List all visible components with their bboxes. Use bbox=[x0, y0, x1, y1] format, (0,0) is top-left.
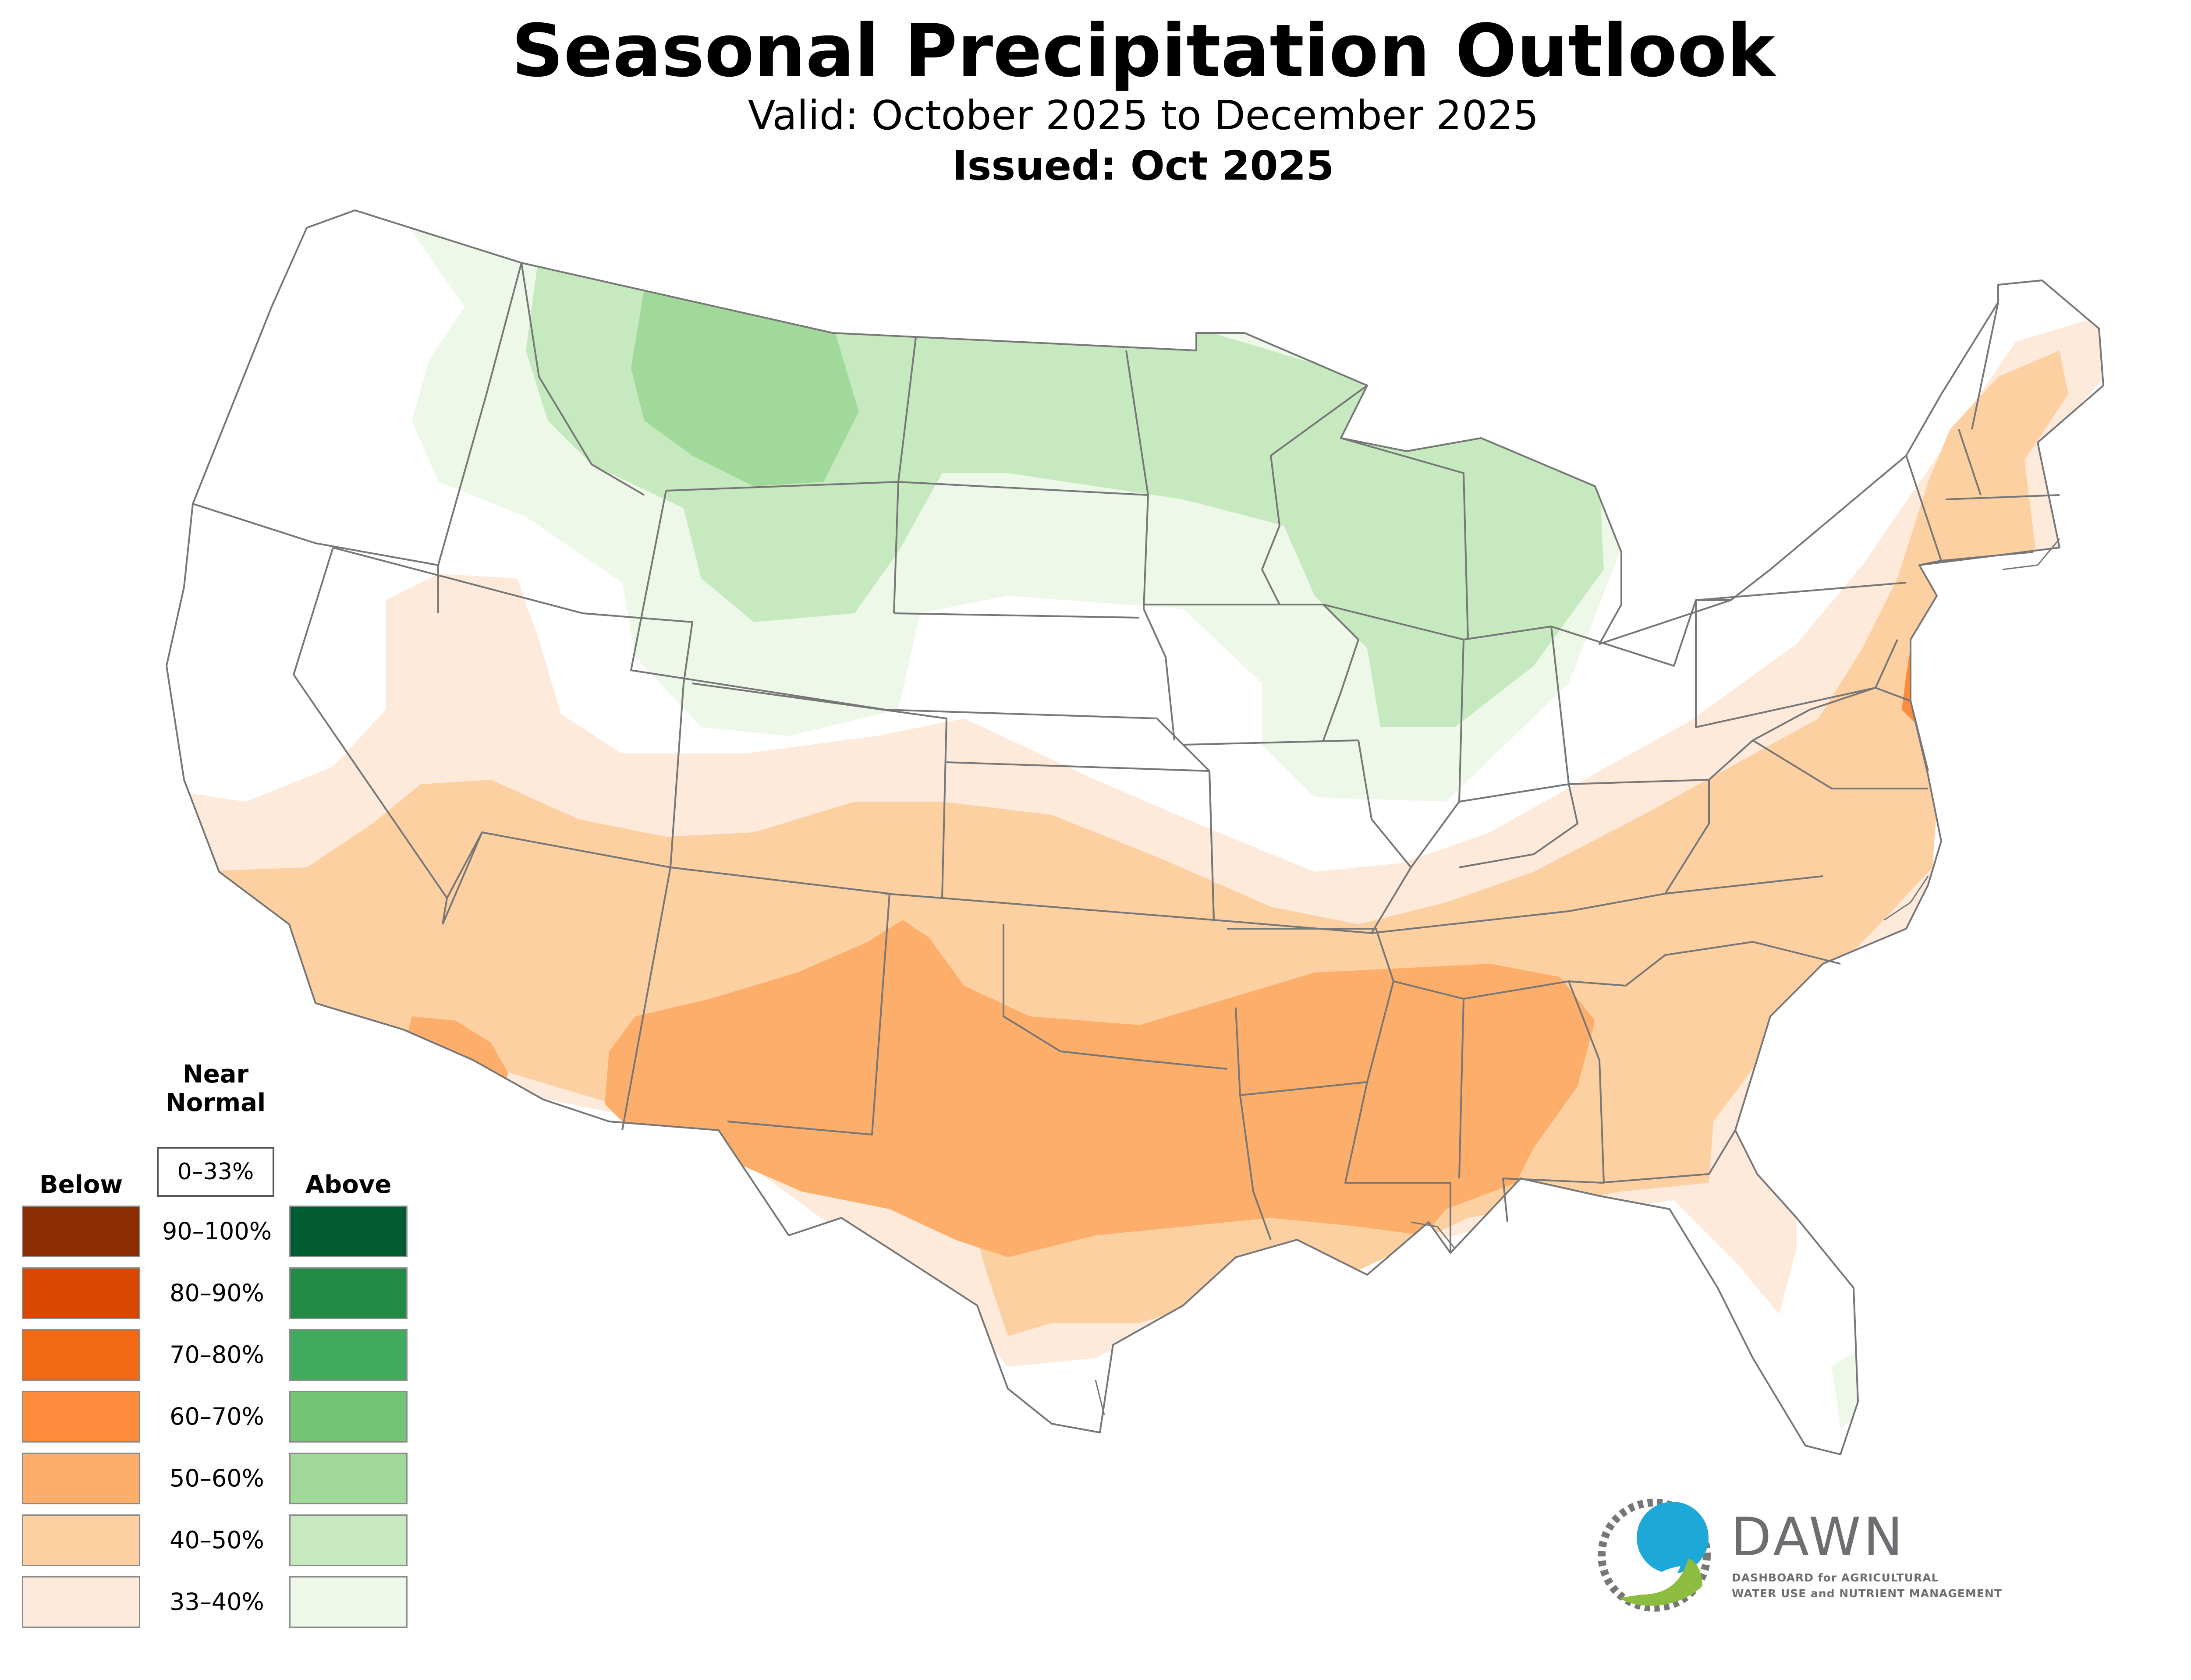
legend-range-label: 40–50% bbox=[170, 1526, 264, 1554]
dawn-tagline-line-2: WATER USE and NUTRIENT MANAGEMENT bbox=[1732, 1587, 2002, 1600]
valid-period: Valid: October 2025 to December 2025 bbox=[748, 92, 1539, 139]
legend-below-swatch bbox=[22, 1329, 140, 1381]
legend-above-swatch bbox=[289, 1391, 408, 1443]
legend-range-label: 80–90% bbox=[170, 1279, 264, 1307]
issued-date: Issued: Oct 2025 bbox=[952, 142, 1334, 189]
legend-range-label: 50–60% bbox=[170, 1464, 264, 1492]
legend-below-swatch bbox=[22, 1391, 140, 1443]
legend-above-swatch bbox=[289, 1514, 408, 1566]
map-title: Seasonal Precipitation Outlook bbox=[511, 9, 1775, 93]
dawn-logo-icon bbox=[1598, 1499, 1711, 1612]
legend-range-label: 60–70% bbox=[170, 1403, 264, 1430]
coastline-accents bbox=[1095, 538, 2060, 1415]
legend-above-swatch bbox=[289, 1453, 408, 1504]
legend-below-swatch bbox=[22, 1514, 140, 1566]
legend-near-normal-heading: Near Normal bbox=[165, 1060, 266, 1117]
legend-below-swatch bbox=[22, 1206, 140, 1257]
legend-below-swatch bbox=[22, 1453, 140, 1504]
legend-above-swatch bbox=[289, 1206, 408, 1257]
dawn-tagline-line-1: DASHBOARD for AGRICULTURAL bbox=[1732, 1571, 1939, 1584]
legend-below-swatch bbox=[22, 1576, 140, 1628]
dawn-logo-name: DAWN bbox=[1731, 1507, 1906, 1568]
legend-above-heading: Above bbox=[305, 1171, 392, 1199]
below-50-60-ma-zone bbox=[1989, 556, 2042, 583]
legend-below-heading: Below bbox=[39, 1171, 123, 1199]
legend-below-swatch bbox=[22, 1267, 140, 1319]
dawn-logo-tagline: DASHBOARD for AGRICULTURAL WATER USE and… bbox=[1732, 1570, 2002, 1602]
state-boundaries bbox=[166, 209, 2104, 1455]
legend-near-normal-range: 0–33% bbox=[157, 1147, 274, 1197]
legend-range-label: 90–100% bbox=[162, 1217, 272, 1245]
legend-above-swatch bbox=[289, 1267, 408, 1319]
legend-range-label: 70–80% bbox=[170, 1341, 264, 1369]
legend-range-label: 33–40% bbox=[170, 1588, 264, 1616]
legend-above-swatch bbox=[289, 1329, 408, 1381]
legend-above-swatch bbox=[289, 1576, 408, 1628]
